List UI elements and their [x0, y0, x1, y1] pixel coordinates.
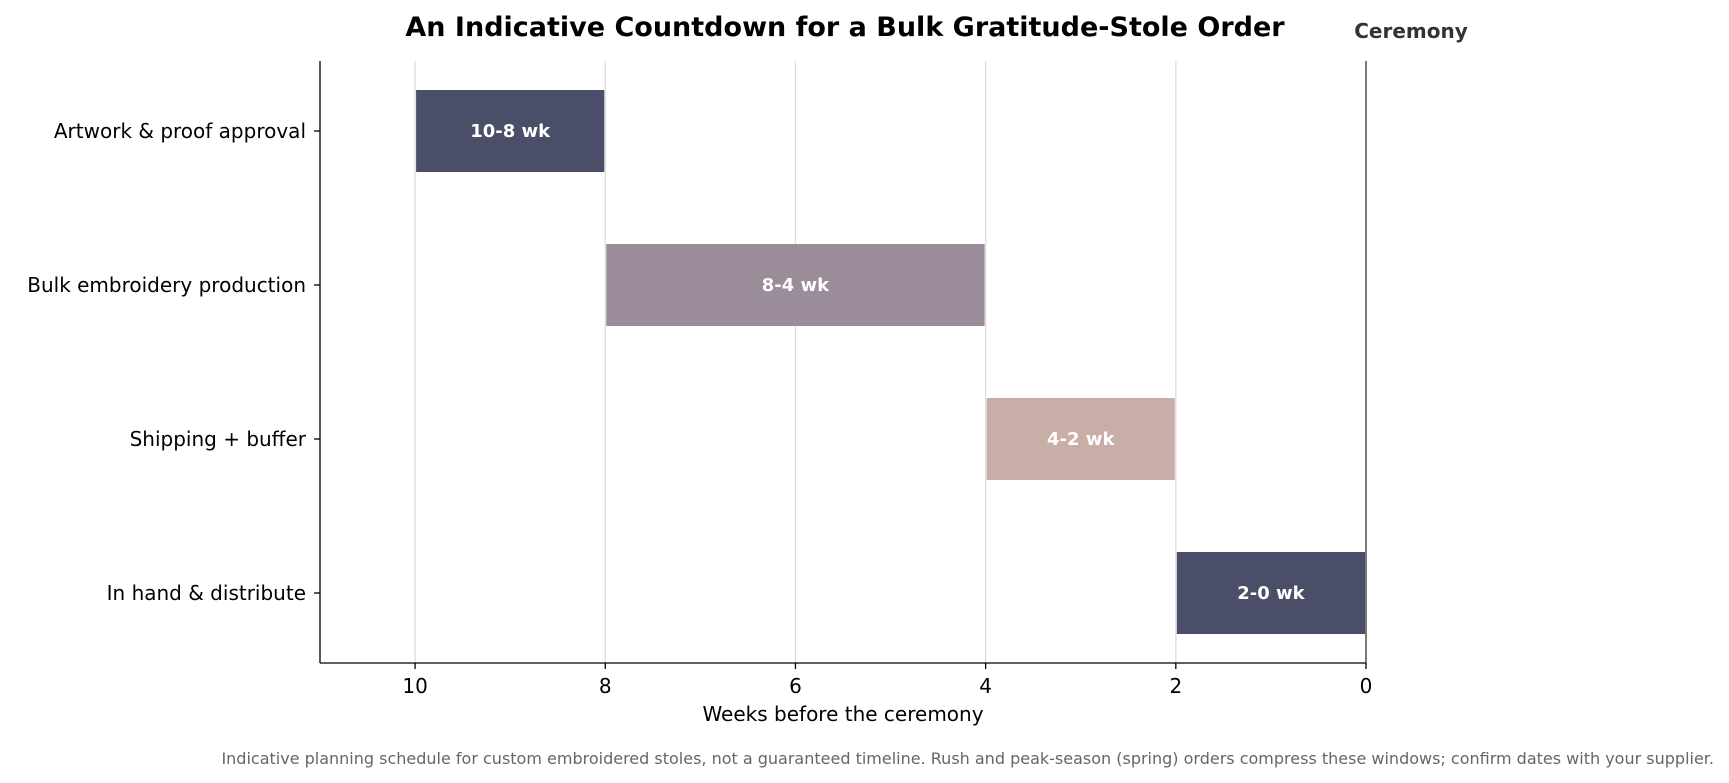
x-tick-label: 2 — [1169, 674, 1182, 698]
category-label: Bulk embroidery production — [27, 273, 306, 297]
y-ticks: Artwork & proof approval Bulk embroidery … — [27, 119, 320, 605]
category-label: In hand & distribute — [107, 581, 306, 605]
bar — [416, 90, 605, 172]
category-label: Shipping + buffer — [130, 427, 307, 451]
bar-label: 4-2 wk — [1047, 429, 1115, 450]
ceremony-marker: Ceremony — [1354, 19, 1468, 663]
bars: 10-8 wk 8-4 wk 4-2 wk 2-0 wk — [416, 90, 1365, 634]
ceremony-label: Ceremony — [1354, 19, 1468, 43]
bar — [986, 398, 1175, 480]
x-tick-label: 8 — [599, 674, 612, 698]
x-tick-label: 6 — [789, 674, 802, 698]
x-axis-label: Weeks before the ceremony — [702, 702, 983, 726]
chart-title: An Indicative Countdown for a Bulk Grati… — [405, 12, 1285, 43]
axes — [319, 61, 1366, 664]
bar-label: 2-0 wk — [1237, 583, 1305, 604]
x-tick-label: 0 — [1360, 674, 1373, 698]
bar — [606, 244, 985, 326]
bar — [1176, 552, 1365, 634]
x-tick-label: 10 — [402, 674, 427, 698]
bar-label: 10-8 wk — [470, 121, 551, 142]
category-label: Artwork & proof approval — [54, 119, 306, 143]
footnote: Indicative planning schedule for custom … — [221, 749, 1714, 768]
gridlines — [414, 61, 1177, 663]
x-tick-label: 4 — [979, 674, 992, 698]
bar-label: 8-4 wk — [762, 275, 830, 296]
x-ticks: 10 8 6 4 2 0 — [402, 663, 1372, 698]
